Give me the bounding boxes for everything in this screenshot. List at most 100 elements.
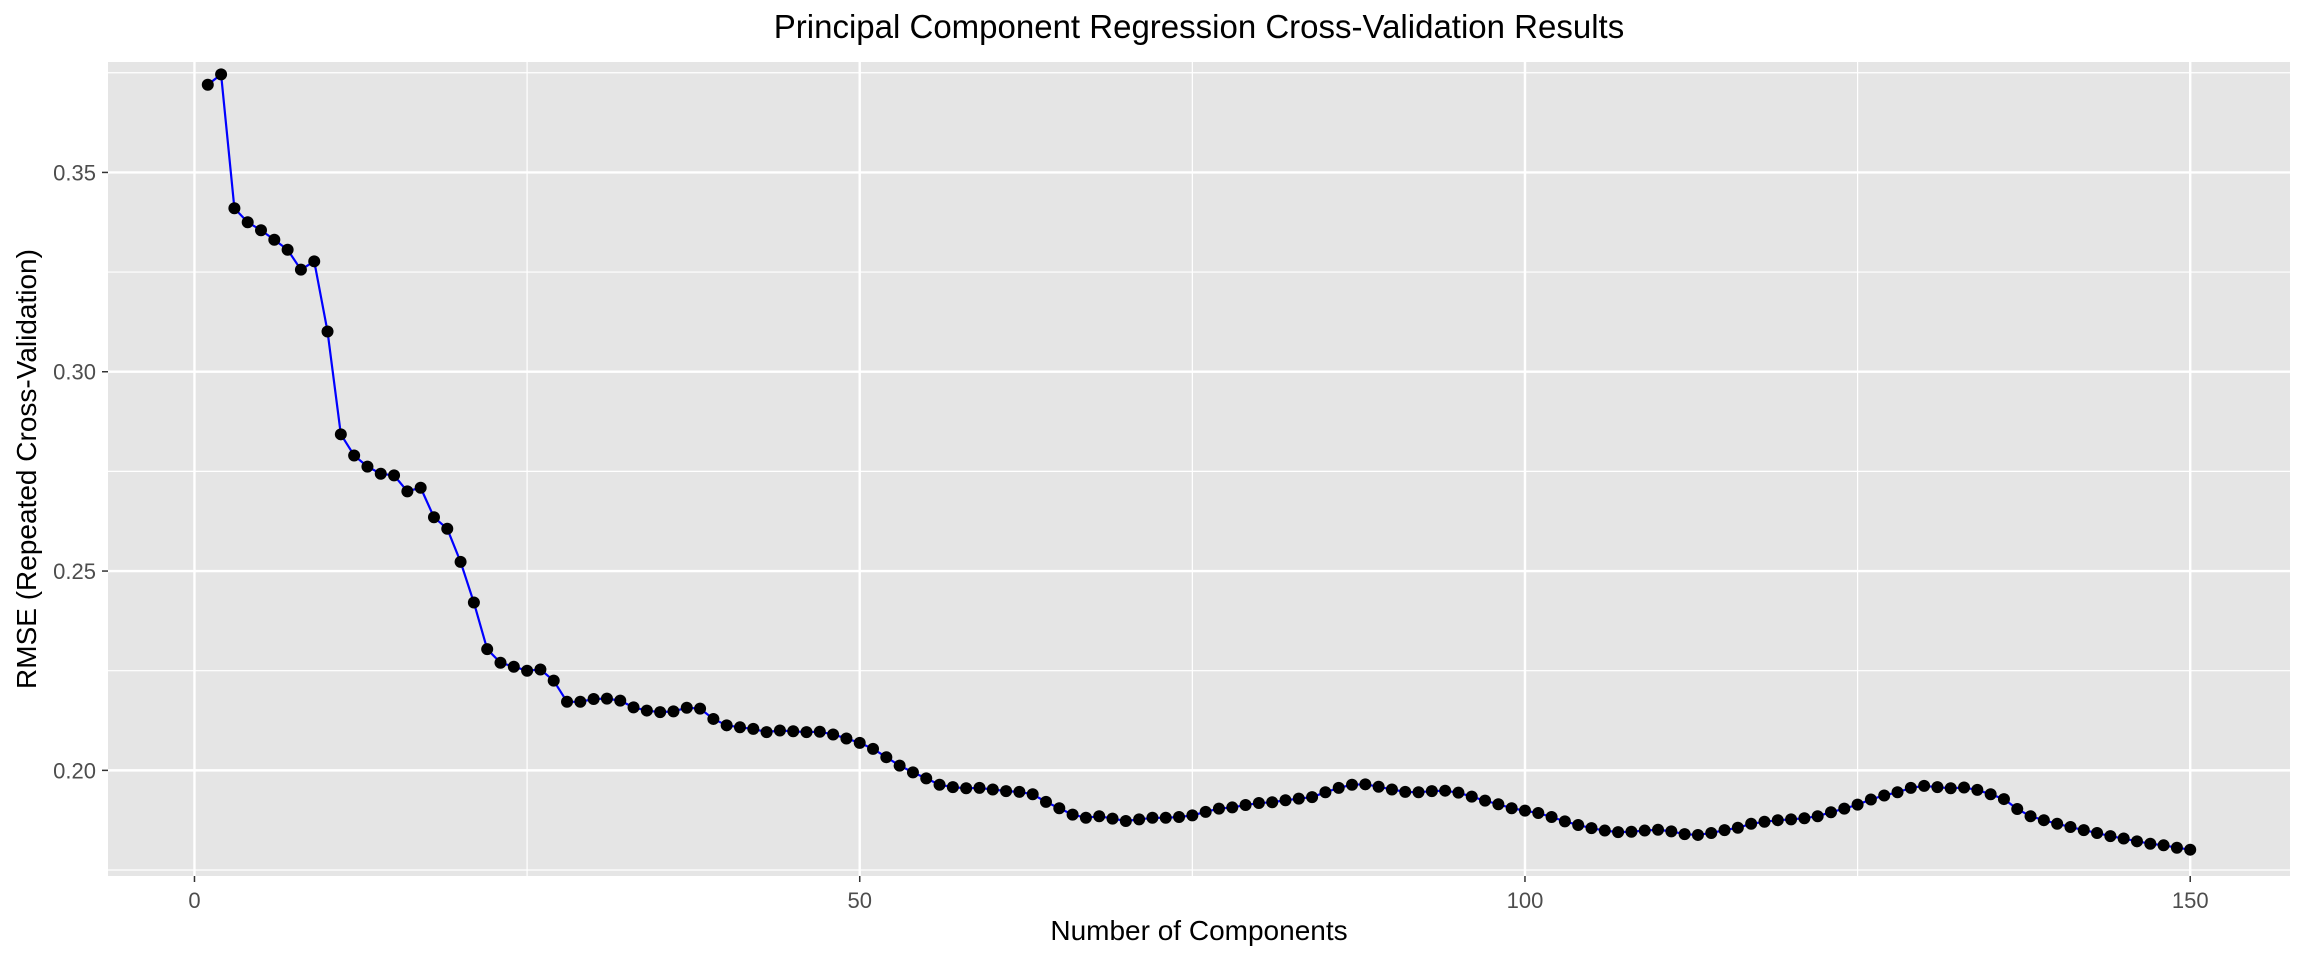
data-point — [1106, 812, 1119, 825]
data-point — [1505, 802, 1518, 815]
data-point — [2144, 837, 2157, 850]
data-point — [1997, 793, 2010, 806]
data-point — [481, 643, 494, 656]
data-point — [946, 781, 959, 794]
data-point — [787, 725, 800, 738]
data-point — [1811, 810, 1824, 823]
data-point — [1479, 794, 1492, 807]
data-point — [853, 736, 866, 749]
data-point — [880, 751, 893, 764]
data-point — [561, 695, 574, 708]
data-point — [1851, 798, 1864, 811]
data-point — [1079, 811, 1092, 824]
data-point — [1013, 785, 1026, 798]
data-point — [840, 732, 853, 745]
data-point — [813, 725, 826, 738]
data-point — [1771, 814, 1784, 827]
data-point — [1146, 811, 1159, 824]
data-point — [1066, 808, 1079, 821]
data-point — [1332, 781, 1345, 794]
x-tick-label: 0 — [188, 888, 200, 913]
data-point — [1745, 817, 1758, 830]
data-point — [1678, 828, 1691, 841]
data-point — [241, 216, 254, 229]
data-point — [1319, 786, 1332, 799]
data-point — [2184, 843, 2197, 856]
data-point — [986, 783, 999, 796]
data-point — [454, 555, 467, 568]
data-point — [2024, 810, 2037, 823]
data-point — [893, 759, 906, 772]
points-layer — [201, 68, 2197, 856]
data-point — [1212, 802, 1225, 815]
data-point — [374, 467, 387, 480]
data-point — [507, 660, 520, 673]
data-point — [1385, 783, 1398, 796]
data-point — [1705, 826, 1718, 839]
data-point — [574, 695, 587, 708]
data-point — [920, 772, 933, 785]
data-point — [1878, 789, 1891, 802]
data-point — [1558, 815, 1571, 828]
data-point — [1984, 788, 1997, 801]
data-point — [334, 428, 347, 441]
data-point — [215, 68, 228, 81]
data-point — [694, 702, 707, 715]
data-point — [294, 263, 307, 276]
data-point — [348, 449, 361, 462]
y-axis-ticks: 0.20 0.25 0.30 0.35 — [53, 160, 108, 783]
data-point — [1186, 809, 1199, 822]
data-point — [2170, 841, 2183, 854]
data-point — [2051, 817, 2064, 830]
data-point — [1026, 788, 1039, 801]
data-point — [614, 694, 627, 707]
y-axis-title: RMSE (Repeated Cross-Validation) — [11, 249, 42, 689]
data-point — [321, 325, 334, 338]
data-point — [201, 78, 214, 91]
data-point — [1545, 811, 1558, 824]
data-point — [1691, 828, 1704, 841]
data-point — [1652, 823, 1665, 836]
data-point — [800, 726, 813, 739]
data-point — [1346, 778, 1359, 791]
data-point — [1053, 802, 1066, 815]
x-axis-title: Number of Components — [1050, 915, 1347, 946]
data-point — [600, 692, 613, 705]
data-point — [640, 704, 653, 717]
data-point — [1598, 824, 1611, 837]
data-point — [1718, 824, 1731, 837]
data-point — [1492, 798, 1505, 811]
data-point — [627, 701, 640, 714]
data-point — [1000, 785, 1013, 798]
data-point — [1891, 786, 1904, 799]
data-point — [1266, 796, 1279, 809]
data-point — [747, 722, 760, 735]
data-point — [441, 522, 454, 535]
data-point — [1359, 778, 1372, 791]
data-point — [1119, 814, 1132, 827]
data-point — [521, 664, 534, 677]
data-point — [1399, 785, 1412, 798]
data-point — [1665, 825, 1678, 838]
data-point — [1585, 822, 1598, 835]
plot-panel — [108, 62, 2290, 876]
data-point — [361, 460, 374, 473]
y-tick-label: 0.20 — [53, 758, 96, 783]
data-point — [973, 781, 986, 794]
data-point — [534, 663, 547, 676]
data-point — [1518, 804, 1531, 817]
data-point — [1039, 795, 1052, 808]
data-point — [427, 511, 440, 524]
data-point — [2091, 826, 2104, 839]
data-point — [906, 766, 919, 779]
data-point — [1452, 786, 1465, 799]
data-point — [2157, 839, 2170, 852]
data-point — [1306, 791, 1319, 804]
data-point — [933, 778, 946, 791]
data-point — [1133, 813, 1146, 826]
data-point — [1918, 779, 1931, 792]
y-tick-label: 0.35 — [53, 160, 96, 185]
data-point — [547, 674, 560, 687]
data-point — [1824, 806, 1837, 819]
data-point — [1239, 799, 1252, 812]
